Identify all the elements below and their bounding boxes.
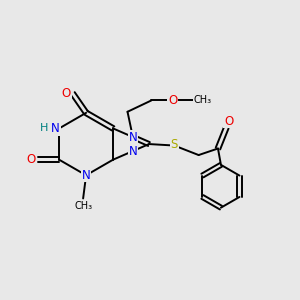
Text: CH₃: CH₃: [194, 95, 212, 106]
Text: CH₃: CH₃: [74, 201, 92, 211]
Text: O: O: [26, 153, 36, 166]
Text: O: O: [224, 115, 233, 128]
Text: N: N: [128, 130, 137, 143]
Text: O: O: [61, 87, 71, 100]
Text: O: O: [168, 94, 177, 107]
Text: H: H: [40, 124, 48, 134]
Text: N: N: [128, 145, 137, 158]
Text: N: N: [51, 122, 60, 135]
Text: S: S: [171, 138, 178, 151]
Text: N: N: [82, 169, 91, 182]
